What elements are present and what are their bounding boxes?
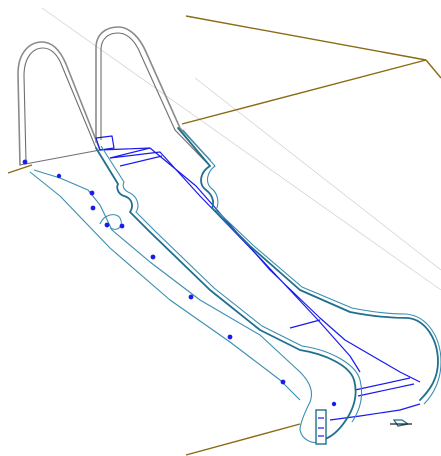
fixing-point [188, 294, 194, 300]
upper-floor-edge-right [425, 59, 441, 79]
fixing-points [22, 159, 337, 407]
step-line-2 [119, 155, 163, 167]
step-line-3 [289, 319, 321, 329]
fixing-point [331, 401, 337, 407]
fixing-point [89, 190, 95, 196]
fixing-point [280, 379, 286, 385]
fixing-point [56, 173, 62, 179]
left-newel-base [19, 149, 101, 166]
step-band [95, 135, 421, 421]
upper-landing-plate [95, 135, 115, 151]
lower-landing-foot [390, 419, 412, 427]
fixing-point [150, 254, 156, 260]
truss-bottom-chord [29, 171, 301, 401]
upper-landing-edge [7, 164, 33, 174]
construction-guides [41, 7, 441, 291]
left-handrail-inner [100, 145, 363, 423]
right-balustrade-outer [95, 26, 211, 161]
left-handrail [95, 145, 363, 441]
left-balustrade [17, 41, 101, 166]
right-handrail-inner [182, 129, 441, 405]
fixing-point [227, 334, 233, 340]
support-post-body [315, 409, 327, 445]
right-handrail [177, 127, 441, 405]
right-balustrade [95, 26, 211, 163]
step-line-5 [357, 383, 415, 397]
step-line-1 [109, 147, 151, 159]
fixing-point [104, 222, 110, 228]
fixing-point [119, 223, 125, 229]
upper-floor-edge [181, 15, 427, 125]
step-band-far-edge [99, 147, 421, 383]
step-line-4 [354, 377, 411, 391]
truss-side-panel [29, 169, 331, 444]
guide-line-upper [41, 7, 441, 291]
floor-lines [7, 15, 441, 456]
left-balustrade-outer [17, 41, 101, 166]
lower-landing-comb [329, 403, 421, 421]
fixing-point [90, 205, 96, 211]
lower-floor-edge [185, 423, 301, 456]
left-handrail-outer [95, 147, 357, 441]
truss-side-outline [33, 169, 331, 444]
right-balustrade-inner [100, 32, 207, 163]
lower-support-post [315, 409, 327, 445]
fixing-point [22, 159, 28, 165]
left-handrail-loop [99, 214, 122, 230]
guide-line-lower [194, 77, 441, 271]
landing-foot-plate [392, 419, 410, 427]
left-balustrade-inner [23, 47, 97, 163]
step-band-near-edge [109, 151, 361, 373]
right-handrail-outer [177, 127, 439, 401]
